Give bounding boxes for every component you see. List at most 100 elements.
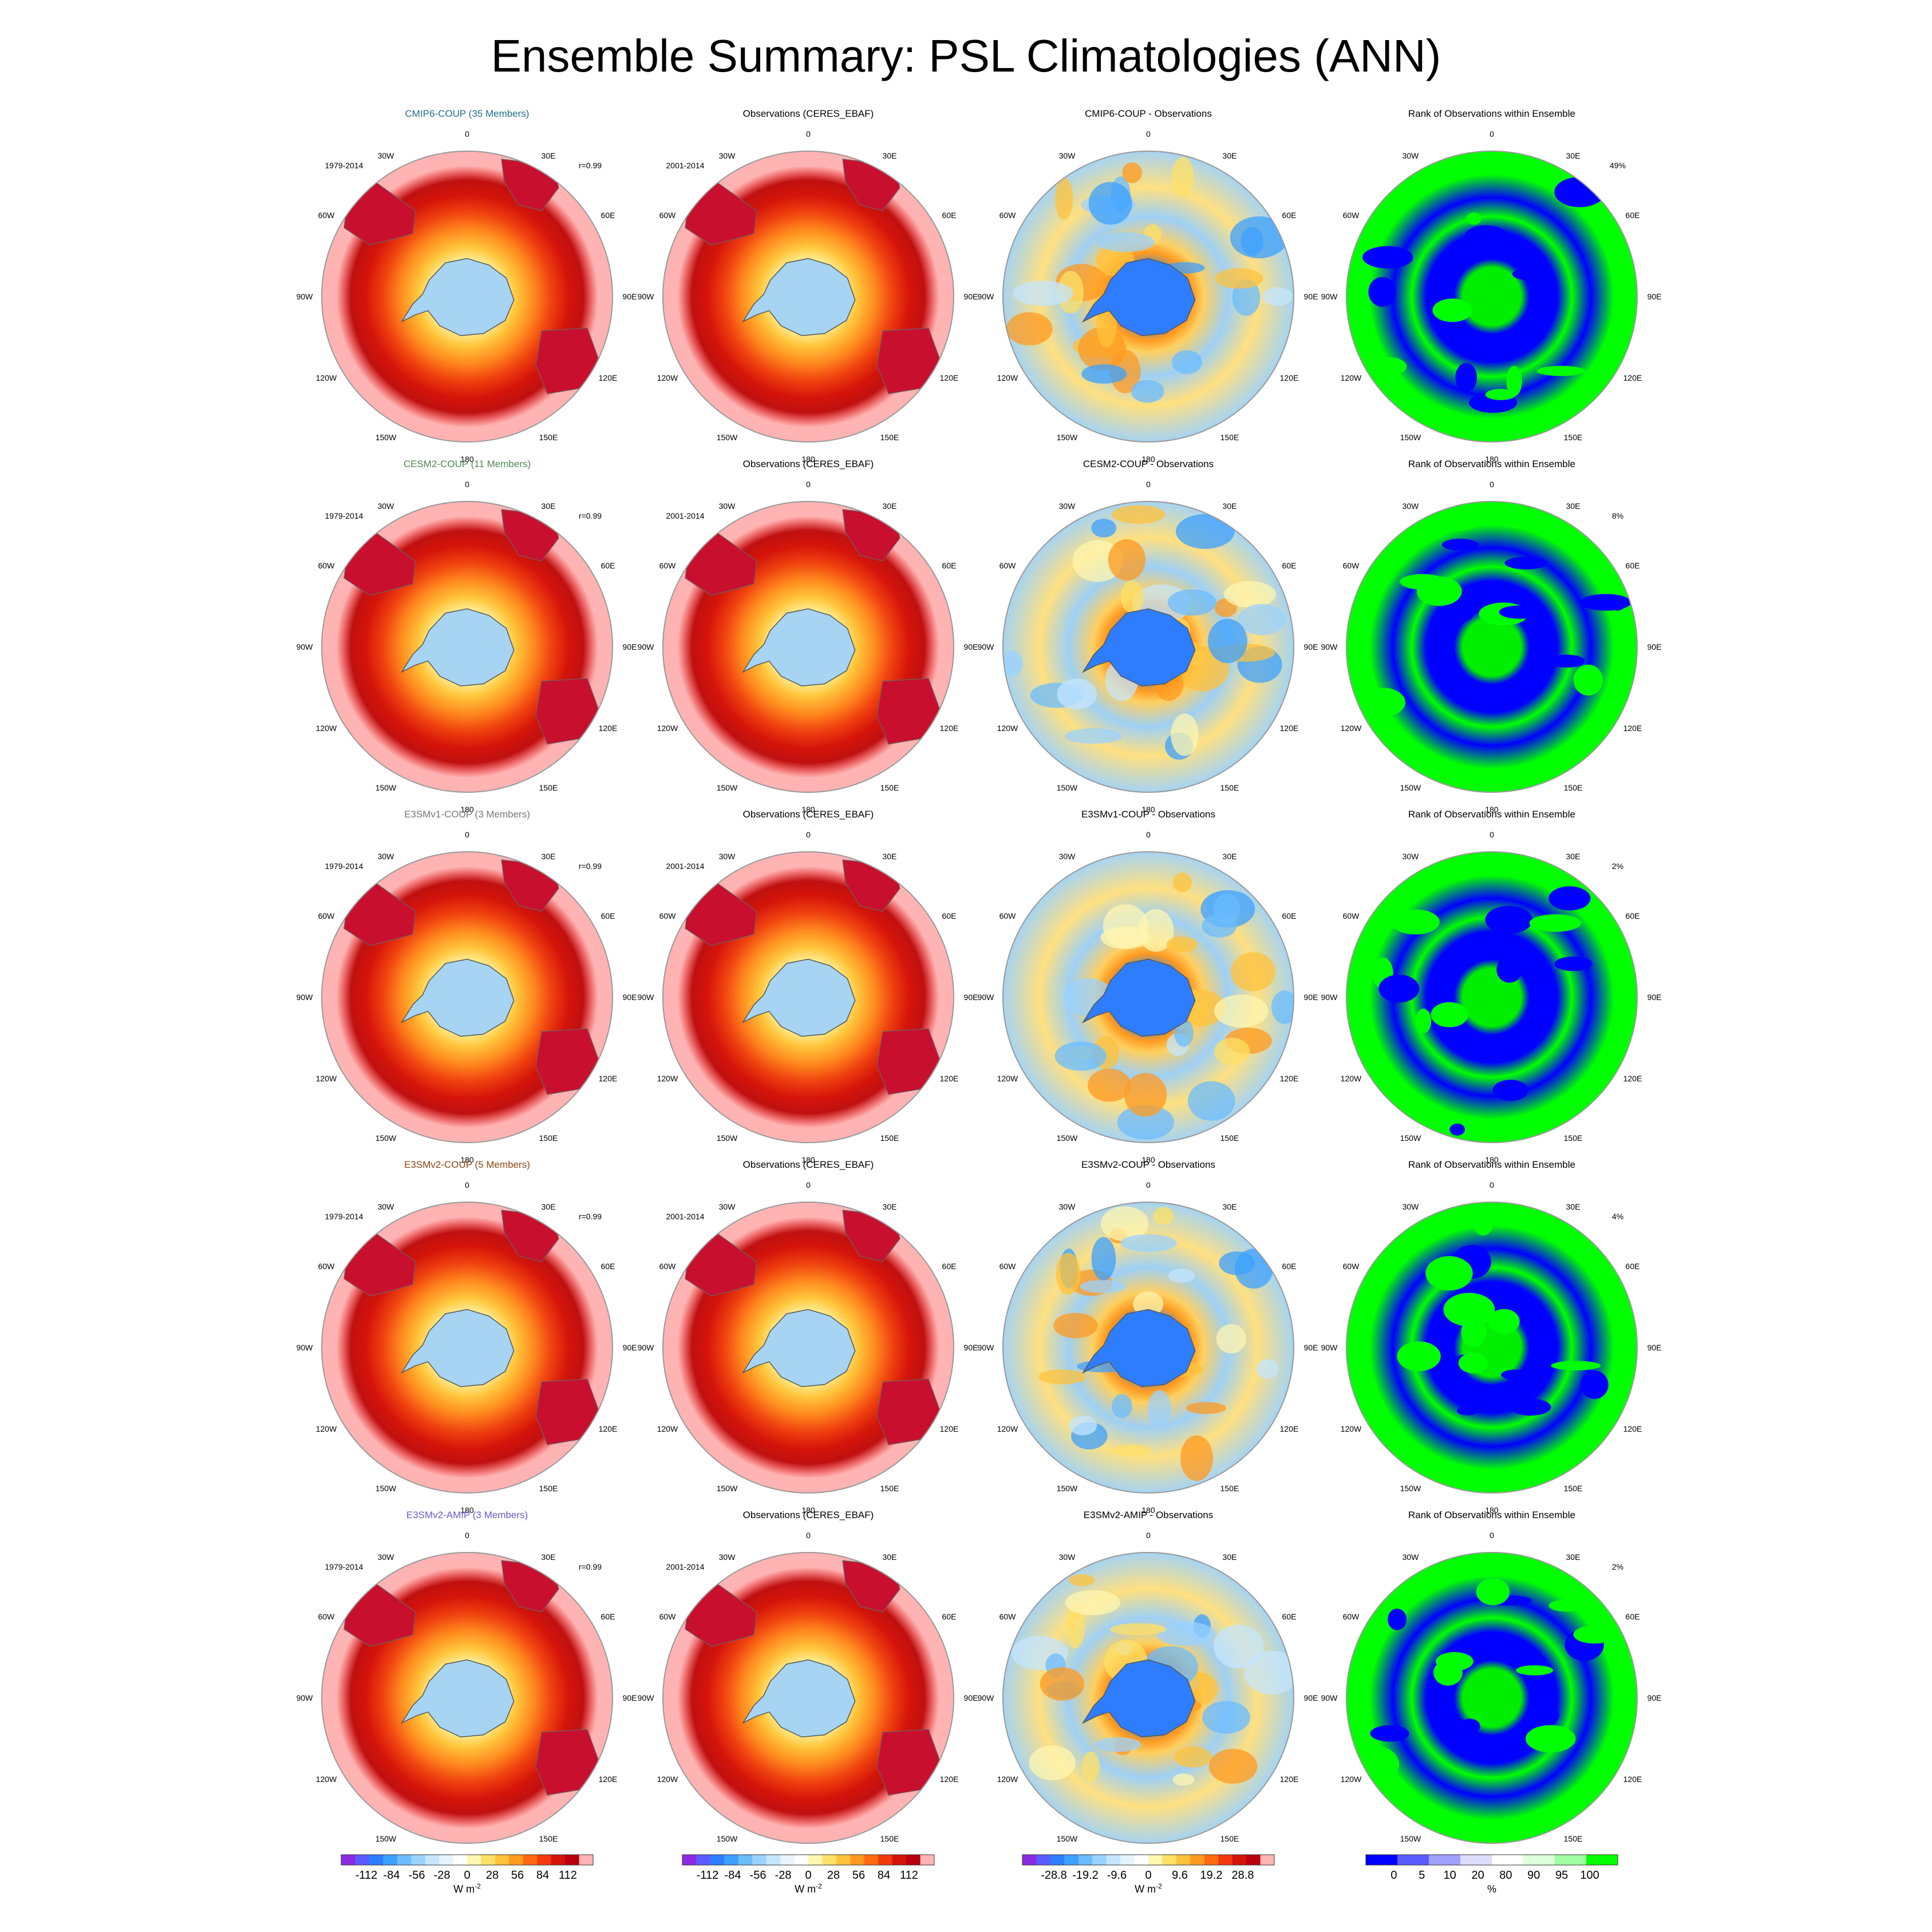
longitude-label: 150E <box>539 783 558 792</box>
longitude-label: 60E <box>942 1612 957 1621</box>
longitude-label: 180 <box>460 1155 474 1164</box>
colorbar-swatch <box>397 1855 412 1865</box>
longitude-label: 120E <box>940 1775 959 1784</box>
panel-title: CMIP6-COUP - Observations <box>1085 108 1212 119</box>
longitude-label: 90E <box>1304 642 1318 651</box>
longitude-label: 120E <box>599 1074 618 1083</box>
antarctica-landmass <box>400 608 515 687</box>
rank-blob <box>1499 605 1541 619</box>
longitude-label: 90E <box>964 1343 978 1352</box>
map-panel-diff: 030E60E90E120E150E180150W120W90W60W30WE3… <box>978 1510 1318 1865</box>
longitude-label: 120W <box>1341 1074 1362 1083</box>
longitude-label: 30E <box>542 852 556 861</box>
anomaly-blob <box>1171 713 1199 756</box>
colorbar-tick-label: 10 <box>1444 1869 1456 1882</box>
rank-blob <box>1506 366 1522 397</box>
longitude-label: 150W <box>1057 783 1078 792</box>
correlation-label: r=0.99 <box>579 161 602 170</box>
longitude-label: 0 <box>465 1180 469 1190</box>
longitude-label: 30E <box>1566 1202 1581 1211</box>
anomaly-blob <box>1003 650 1023 677</box>
rank-blob <box>1449 1123 1465 1136</box>
longitude-label: 90W <box>297 1343 314 1352</box>
longitude-label: 30E <box>542 1202 556 1211</box>
longitude-label: 120E <box>940 1424 959 1433</box>
period-label: 1979-2014 <box>325 1562 364 1571</box>
map-field <box>322 1552 613 1843</box>
anomaly-blob <box>1056 1253 1081 1295</box>
colorbar-unit-label: % <box>1487 1883 1496 1895</box>
longitude-label: 150W <box>1057 1834 1078 1843</box>
anomaly-blob <box>1208 1749 1258 1784</box>
rank-blob <box>1488 1309 1520 1334</box>
longitude-label: 150E <box>539 1484 558 1493</box>
rank-blob <box>1445 505 1480 531</box>
colorbar-swatch <box>1460 1855 1492 1865</box>
longitude-label: 30W <box>378 151 395 160</box>
anomaly-blob <box>1091 1237 1116 1281</box>
longitude-label: 90W <box>1321 292 1338 301</box>
longitude-label: 150E <box>539 1133 558 1143</box>
longitude-label: 90E <box>623 1693 637 1702</box>
longitude-label: 60W <box>999 911 1017 920</box>
longitude-label: 120E <box>1280 1424 1299 1433</box>
colorbar-tick-label: -112 <box>355 1869 378 1882</box>
colorbar-swatch <box>696 1855 711 1865</box>
panel-title: Rank of Observations within Ensemble <box>1408 459 1575 469</box>
rank-blob <box>1573 1625 1616 1644</box>
longitude-label: 180 <box>460 805 474 814</box>
anomaly-blob <box>1244 1650 1294 1695</box>
map-field <box>663 1202 954 1493</box>
south-america-landmass <box>343 882 416 946</box>
longitude-label: 30W <box>719 501 736 511</box>
colorbar-swatch <box>1148 1855 1163 1865</box>
colorbar-swatch <box>1232 1855 1247 1865</box>
longitude-label: 150E <box>1564 1484 1583 1493</box>
map-field <box>1346 1552 1637 1843</box>
longitude-label: 60E <box>1282 561 1297 570</box>
map-boundary <box>662 851 954 1143</box>
antarctica-landmass <box>1081 608 1196 687</box>
longitude-label: 90W <box>1321 642 1338 651</box>
longitude-label: 30E <box>1223 501 1237 511</box>
map-field <box>663 501 954 792</box>
south-america-landmass <box>685 1232 757 1297</box>
longitude-label: 0 <box>1490 1531 1494 1540</box>
anomaly-blob <box>1147 1390 1171 1428</box>
longitude-label: 180 <box>801 1155 815 1164</box>
map-boundary <box>662 1552 954 1844</box>
figure-title: Ensemble Summary: PSL Climatologies (ANN… <box>491 30 1441 81</box>
longitude-label: 60W <box>1343 561 1360 570</box>
longitude-label: 90E <box>1647 993 1662 1002</box>
longitude-label: 60E <box>1282 211 1297 220</box>
longitude-label: 30W <box>1402 151 1420 160</box>
longitude-label: 150W <box>376 1834 397 1843</box>
longitude-label: 120E <box>940 724 959 733</box>
rank-blob <box>1504 556 1548 570</box>
colorbar-swatch <box>836 1855 851 1865</box>
longitude-label: 90E <box>964 292 978 301</box>
longitude-label: 90W <box>297 993 314 1002</box>
colorbar-frame <box>341 1854 594 1866</box>
colorbar-swatch <box>1120 1855 1135 1865</box>
rank-blob <box>1414 409 1467 436</box>
anomaly-blob <box>1202 1701 1250 1734</box>
longitude-label: 30E <box>1223 852 1237 861</box>
rank-blob <box>1516 1665 1554 1676</box>
longitude-label: 30E <box>1223 1202 1237 1211</box>
longitude-label: 60E <box>1626 561 1640 570</box>
longitude-label: 60W <box>659 1262 677 1271</box>
longitude-label: 60E <box>942 1262 957 1271</box>
colorbar-swatch <box>383 1855 398 1865</box>
period-label: 2001-2014 <box>666 161 705 170</box>
map-field <box>1346 151 1637 442</box>
anomaly-blob <box>1214 1037 1250 1065</box>
longitude-label: 120E <box>940 1074 959 1083</box>
colorbar-swatch <box>1190 1855 1205 1865</box>
antarctica-landmass <box>400 258 515 337</box>
map-boundary <box>321 1202 613 1494</box>
period-label: 1979-2014 <box>325 1212 364 1221</box>
longitude-label: 0 <box>1490 129 1494 139</box>
antarctica-landmass <box>1081 1309 1196 1388</box>
anomaly-blob <box>1168 1269 1195 1283</box>
